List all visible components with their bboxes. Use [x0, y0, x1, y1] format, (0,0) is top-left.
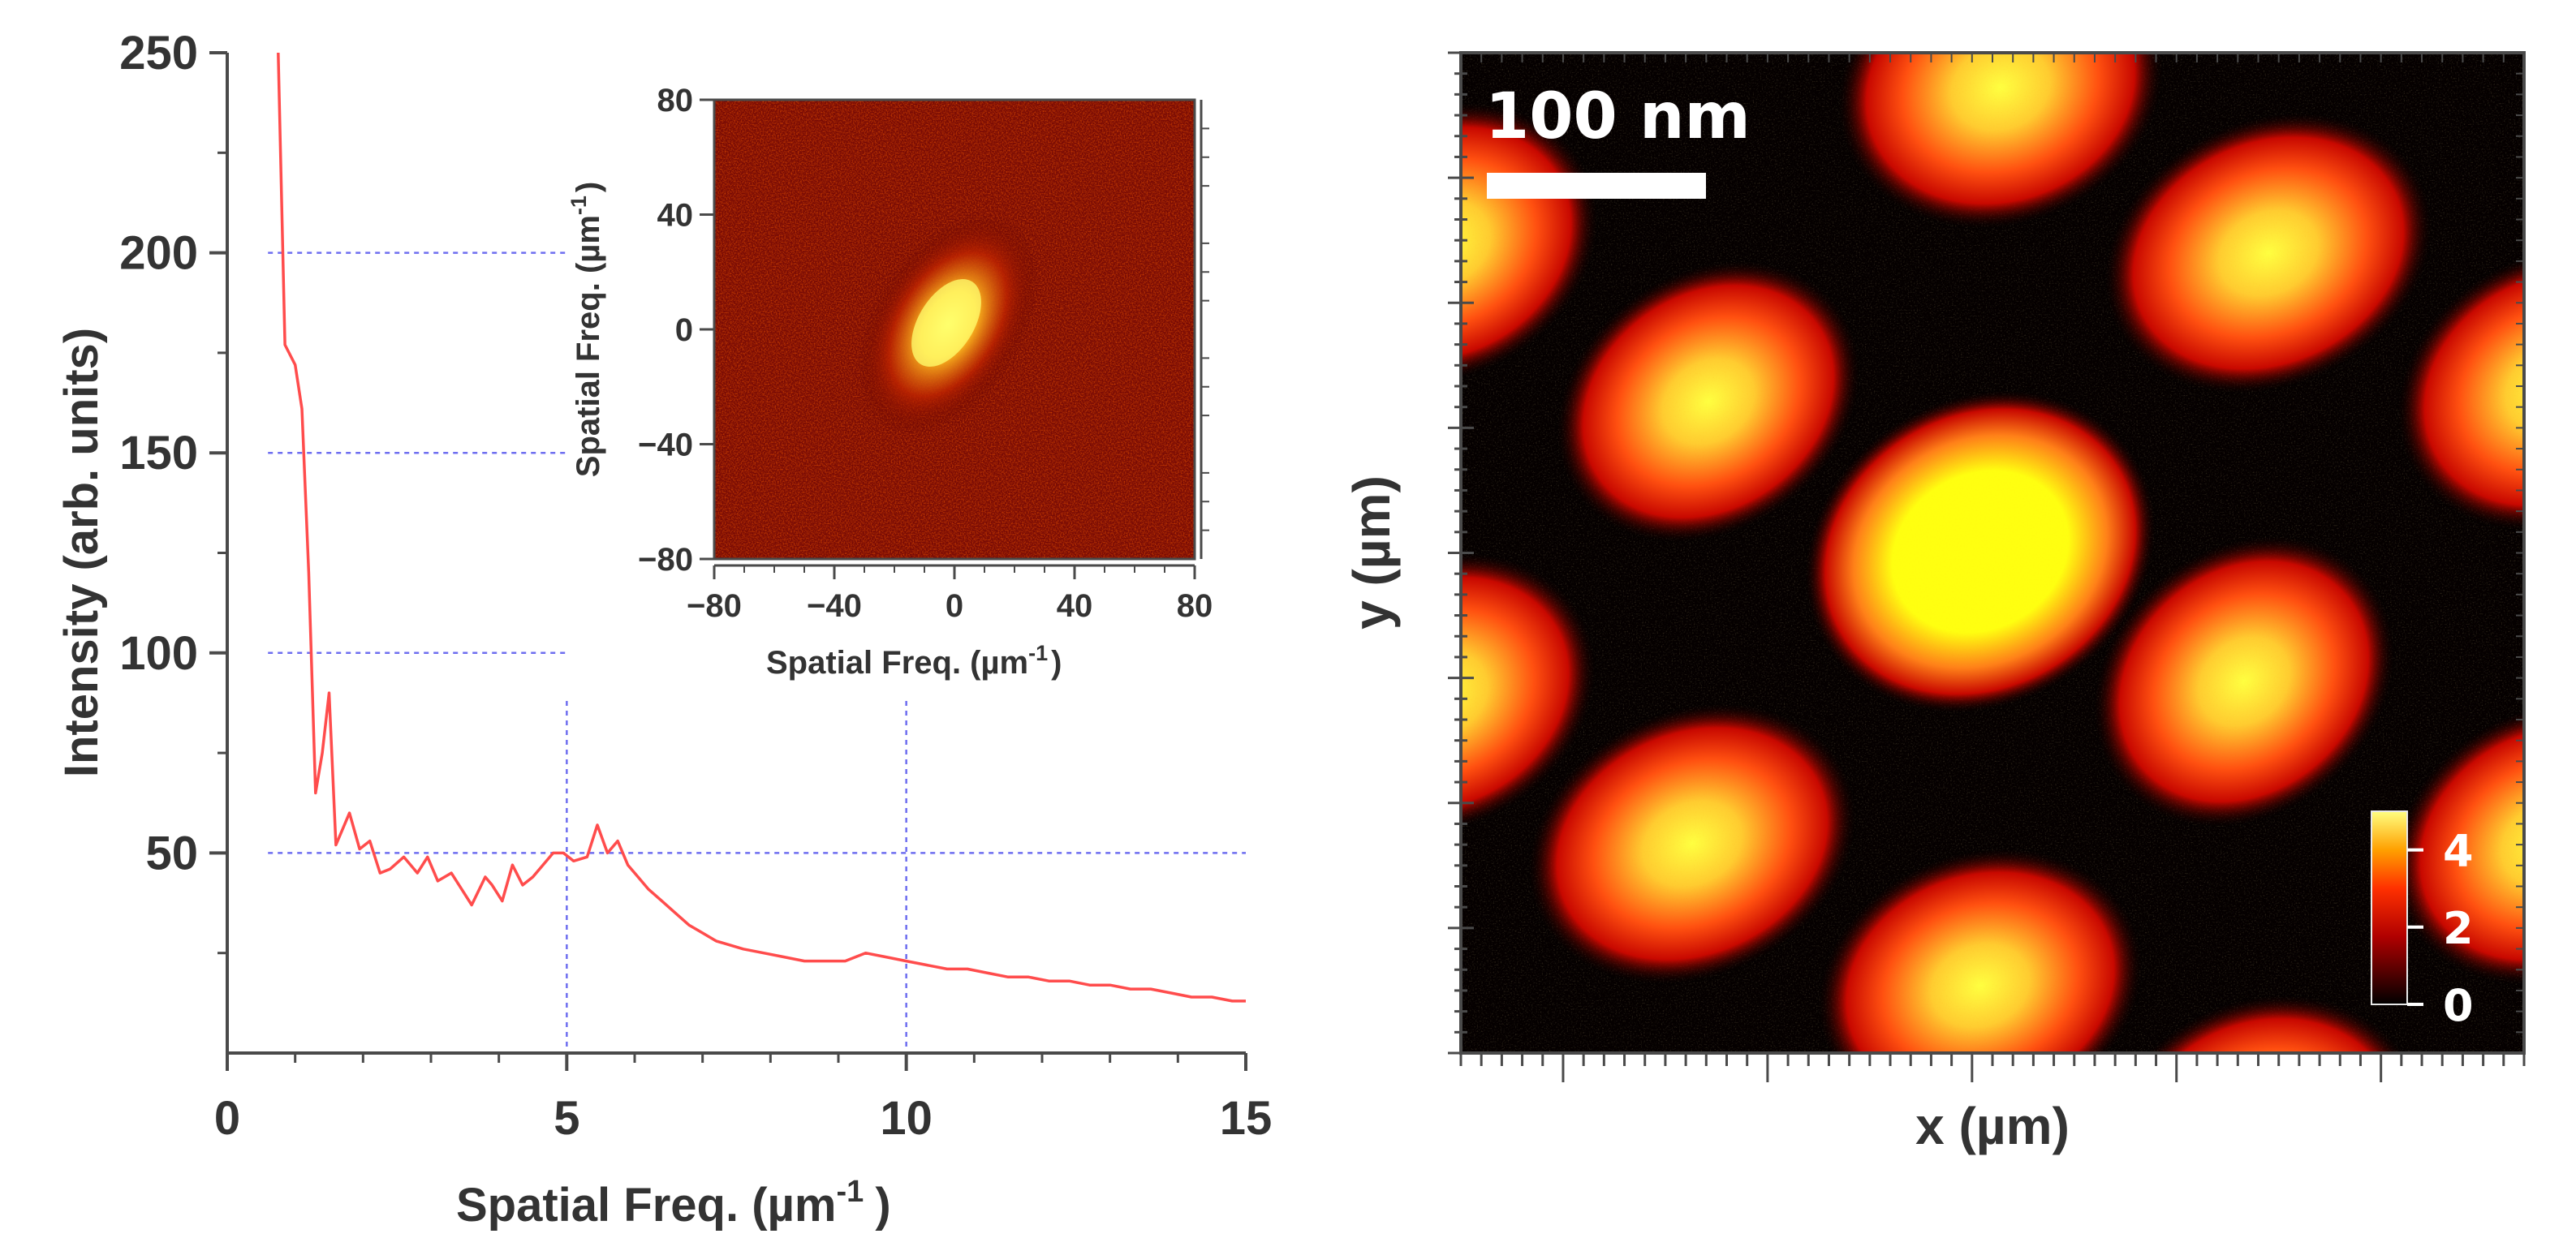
inset-y-tick-label: 40 [657, 198, 694, 234]
inset-x-axis-label: Spatial Freq. (µm-1) [766, 641, 1062, 681]
inset-x-tick-label: −80 [687, 588, 742, 624]
x-axis-label-image: x (µm) [1915, 1097, 2070, 1155]
real-space-image-plot: 100 nm 4 2 0 x (µm) y (µm) [1342, 51, 2526, 1155]
y-axis-label: Intensity (arb. units) [55, 328, 108, 777]
y-tick-label: 150 [119, 427, 198, 479]
scale-bar-label: 100 nm [1485, 80, 1751, 153]
y-tick-label: 250 [119, 27, 198, 80]
colorbar-tick-label: 0 [2443, 980, 2474, 1031]
inset-y-tick-label: 80 [657, 83, 694, 118]
grid-lines [268, 251, 1246, 1053]
image-axis-ticks [1448, 51, 2526, 1082]
x-tick-label: 5 [554, 1092, 579, 1145]
image-spots [1461, 53, 2524, 1053]
x-tick-label: 10 [880, 1092, 933, 1145]
x-tick-label: 0 [214, 1092, 240, 1145]
inset-x-tick-label: 0 [946, 588, 963, 624]
axis-ticks [209, 51, 1247, 1071]
x-axis-label: Spatial Freq. (µm-1) [456, 1175, 891, 1232]
y-tick-label: 200 [119, 227, 198, 280]
spectrum-plot: 50 100 150 200 250 0 5 10 15 Intensity (arb. uni… [55, 27, 1272, 1232]
inset-y-tick-label: 0 [675, 312, 693, 348]
colorbar-tick-labels: 4 2 0 [2443, 826, 2474, 1031]
x-tick-label: 15 [1220, 1092, 1273, 1145]
inset-x-tick-label: 80 [1177, 588, 1213, 624]
inset-x-tick-label: −40 [807, 588, 862, 624]
tick-labels: 50 100 150 200 250 0 5 10 15 [119, 27, 1272, 1145]
inset-y-tick-label: −40 [638, 428, 693, 463]
spectrum-series-line [277, 52, 1246, 1003]
inset-core [911, 279, 981, 367]
inset-fft-map: −80 −40 0 40 80 −80 −40 0 40 80 Spatial Freq. (µm… [566, 83, 1213, 681]
y-axis-label-image: y (µm) [1342, 475, 1401, 630]
inset-y-axis-label: Spatial Freq. (µm-1) [566, 182, 606, 477]
colorbar-tick-label: 4 [2443, 826, 2474, 877]
image-speckle [1461, 53, 2524, 1053]
y-tick-label: 100 [119, 627, 198, 680]
inset-tick-labels: −80 −40 0 40 80 −80 −40 0 40 80 [638, 83, 1213, 624]
inset-y-tick-label: −80 [638, 542, 693, 578]
colorbar [2371, 810, 2408, 1005]
colorbar-tick-label: 2 [2443, 903, 2474, 954]
y-tick-label: 50 [145, 827, 198, 879]
colorbar-ticks [2407, 848, 2423, 1006]
inset-axis-ticks [700, 98, 1209, 579]
inset-x-tick-label: 40 [1057, 588, 1093, 624]
scale-bar [1487, 173, 1706, 199]
